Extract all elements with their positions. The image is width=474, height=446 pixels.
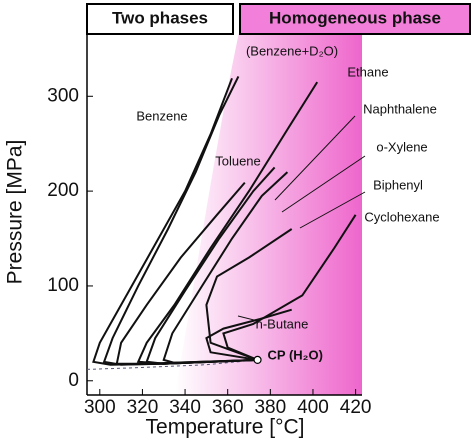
series-label: Benzene <box>136 108 187 123</box>
header-box <box>86 3 234 35</box>
y-tick-label: 0 <box>68 370 79 391</box>
series-label: (Benzene+D₂O) <box>246 43 338 58</box>
leader-line <box>274 115 356 201</box>
y-axis-label: Pressure [MPa] <box>4 140 27 285</box>
series-label: Toluene <box>215 153 261 168</box>
critical-curve <box>145 166 276 365</box>
header-right: Homogeneous phase <box>269 8 441 27</box>
x-tick-label: 300 <box>84 397 116 418</box>
critical-curve <box>205 228 293 361</box>
series-label: Ethane <box>347 64 388 79</box>
header-left: Two phases <box>112 8 208 27</box>
critical-curve <box>162 171 289 364</box>
series-label: n-Butane <box>256 316 309 331</box>
series-label: Naphthalene <box>363 101 437 116</box>
series-label: Cyclohexane <box>364 209 439 224</box>
y-tick-label: 100 <box>47 275 79 296</box>
x-tick-label: 420 <box>340 397 372 418</box>
y-tick-label: 300 <box>47 85 79 106</box>
homogeneous-region <box>175 28 362 395</box>
series-label: Biphenyl <box>373 177 423 192</box>
cp-label: CP (H₂O) <box>268 347 323 362</box>
x-tick-label: 400 <box>297 397 329 418</box>
critical-point <box>253 355 262 365</box>
leader-line <box>299 191 366 229</box>
critical-curve <box>205 308 292 361</box>
x-tick-label: 380 <box>254 397 286 418</box>
critical-curve <box>222 214 357 361</box>
header-box <box>239 3 471 35</box>
x-axis-label: Temperature [°C] <box>146 416 305 439</box>
x-tick-label: 340 <box>169 397 201 418</box>
x-tick-label: 320 <box>127 397 159 418</box>
y-tick-label: 200 <box>47 180 79 201</box>
vapor-curve <box>86 359 258 370</box>
x-tick-label: 360 <box>212 397 244 418</box>
leader-line <box>237 315 259 322</box>
leader-line <box>281 155 366 213</box>
critical-curve <box>115 181 258 365</box>
series-label: o-Xylene <box>376 139 427 154</box>
